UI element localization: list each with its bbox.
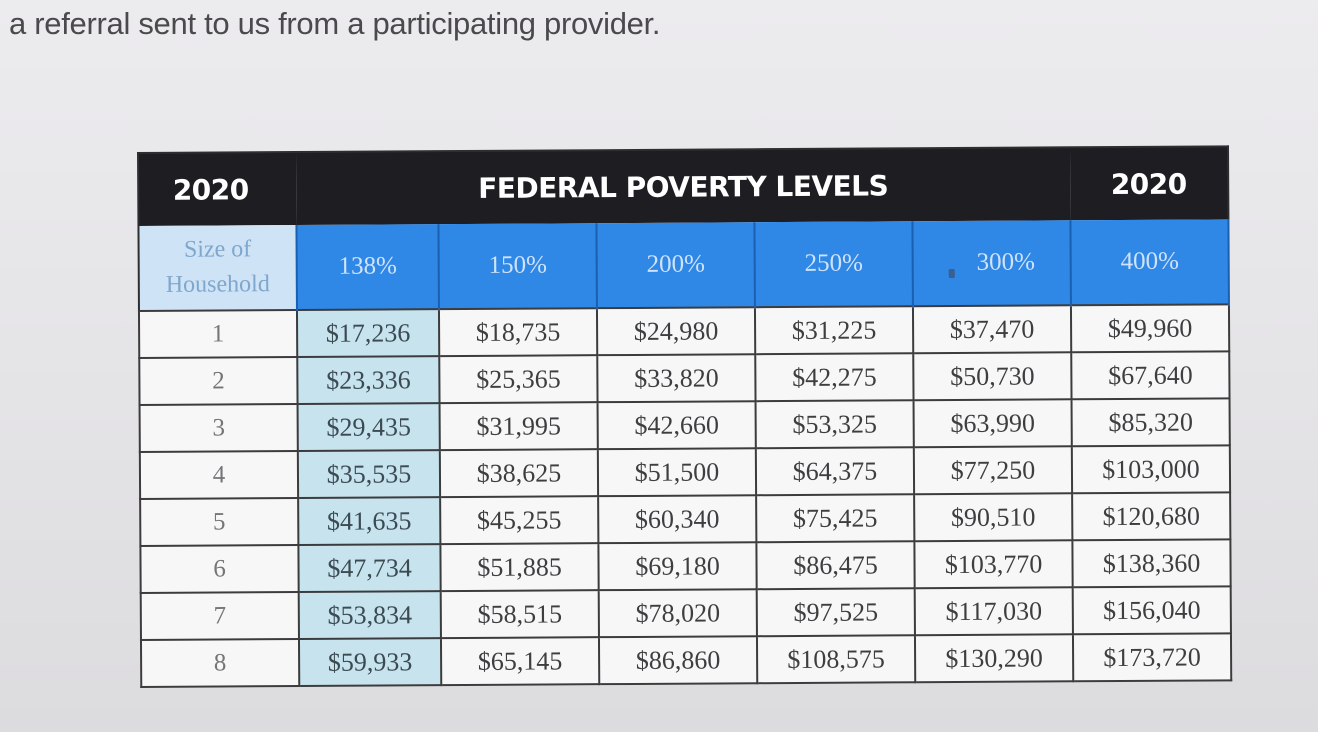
title-year-left: 2020 (138, 152, 297, 226)
income-cell: $156,040 (1072, 586, 1231, 635)
income-cell: $108,575 (756, 635, 916, 684)
income-cell: $58,515 (440, 590, 599, 639)
table-row: 4 $35,535 $38,625 $51,500 $64,375 $77,250 $103… (139, 445, 1231, 499)
income-cell: $138,360 (1072, 539, 1231, 588)
income-cell: $117,030 (914, 587, 1073, 636)
income-cell: $86,860 (598, 636, 758, 685)
income-cell: $90,510 (914, 493, 1073, 542)
table-row: 3 $29,435 $31,995 $42,660 $53,325 $63,990 $85,… (139, 398, 1230, 452)
income-cell: $103,770 (914, 540, 1073, 589)
household-size-cell: 8 (140, 639, 300, 687)
column-header-row: Size of Household 138% 150% 200% 250% 30… (138, 219, 1229, 311)
income-cell: $173,720 (1072, 633, 1232, 682)
household-header-line2: Household (165, 271, 270, 298)
income-cell: $38,625 (439, 449, 599, 498)
income-cell: $51,500 (597, 448, 757, 497)
income-cell: $97,525 (756, 588, 915, 637)
column-header-300: 300% (976, 248, 1035, 276)
income-cell: $41,635 (298, 497, 441, 546)
household-size-cell: 4 (139, 451, 299, 499)
table-row: 2 $23,336 $25,365 $33,820 $42,275 $50,730 $67,… (139, 351, 1230, 405)
income-cell: $64,375 (755, 447, 915, 496)
column-header-300-cell: 300% (912, 220, 1071, 307)
household-size-cell: 6 (140, 545, 299, 593)
income-cell: $65,145 (440, 637, 600, 686)
household-size-cell: 3 (139, 404, 298, 452)
household-size-header: Size of Household (138, 225, 297, 311)
household-header-line1: Size of (183, 236, 252, 263)
income-cell: $53,834 (298, 591, 441, 640)
table-body: 1 $17,236 $18,735 $24,980 $31,225 $37,470 $49,… (138, 304, 1232, 687)
income-cell: $60,340 (598, 495, 757, 544)
income-cell: $69,180 (598, 542, 757, 591)
income-cell: $18,735 (438, 308, 598, 357)
income-cell: $103,000 (1071, 445, 1231, 494)
table-title-row: 2020 FEDERAL POVERTY LEVELS 2020 (138, 146, 1229, 226)
income-cell: $67,640 (1071, 351, 1230, 400)
household-size-cell: 7 (140, 592, 299, 640)
column-header-400: 400% (1070, 219, 1229, 306)
household-size-cell: 5 (140, 498, 299, 546)
income-cell: $37,470 (912, 305, 1072, 354)
income-cell: $17,236 (296, 309, 440, 358)
income-cell: $49,960 (1070, 304, 1230, 353)
income-cell: $29,435 (297, 403, 440, 452)
cursor-mark (948, 268, 955, 278)
income-cell: $63,990 (913, 399, 1072, 448)
income-cell: $33,820 (597, 354, 756, 403)
income-cell: $75,425 (756, 494, 915, 543)
income-cell: $31,225 (754, 306, 914, 355)
income-cell: $130,290 (914, 634, 1074, 683)
income-cell: $86,475 (756, 541, 915, 590)
income-cell: $45,255 (440, 496, 599, 545)
household-size-cell: 1 (138, 310, 298, 358)
income-cell: $59,933 (298, 638, 442, 687)
intro-text: a referral sent to us from a participati… (9, 6, 661, 41)
table-row: 6 $47,734 $51,885 $69,180 $86,475 $103,770 $13… (140, 539, 1231, 593)
table-row: 8 $59,933 $65,145 $86,860 $108,575 $130,290 $1… (140, 633, 1232, 687)
table-row: 7 $53,834 $58,515 $78,020 $97,525 $117,030 $15… (140, 586, 1231, 640)
income-cell: $50,730 (913, 352, 1072, 401)
income-cell: $47,734 (298, 544, 441, 593)
fpl-table: 2020 FEDERAL POVERTY LEVELS 2020 Size of… (137, 145, 1233, 688)
income-cell: $78,020 (598, 589, 757, 638)
income-cell: $42,275 (755, 353, 914, 402)
income-cell: $23,336 (297, 356, 440, 405)
income-cell: $77,250 (913, 446, 1073, 495)
column-header-250: 250% (754, 221, 913, 308)
income-cell: $35,535 (297, 450, 441, 499)
income-cell: $53,325 (755, 400, 914, 449)
income-cell: $85,320 (1071, 398, 1230, 447)
column-header-150: 150% (438, 223, 597, 310)
column-header-138: 138% (296, 224, 439, 311)
table-row: 1 $17,236 $18,735 $24,980 $31,225 $37,470 $49,… (138, 304, 1230, 358)
income-cell: $51,885 (440, 543, 599, 592)
poverty-level-table: 2020 FEDERAL POVERTY LEVELS 2020 Size of… (137, 145, 1233, 688)
income-cell: $31,995 (439, 402, 598, 451)
column-header-200: 200% (596, 222, 755, 309)
income-cell: $24,980 (596, 307, 756, 356)
income-cell: $42,660 (597, 401, 756, 450)
income-cell: $120,680 (1072, 492, 1231, 541)
table-title: FEDERAL POVERTY LEVELS (296, 147, 1071, 226)
title-year-right: 2020 (1070, 146, 1229, 221)
household-size-cell: 2 (139, 357, 298, 405)
table-row: 5 $41,635 $45,255 $60,340 $75,425 $90,510 $120… (140, 492, 1231, 546)
income-cell: $25,365 (439, 355, 598, 404)
